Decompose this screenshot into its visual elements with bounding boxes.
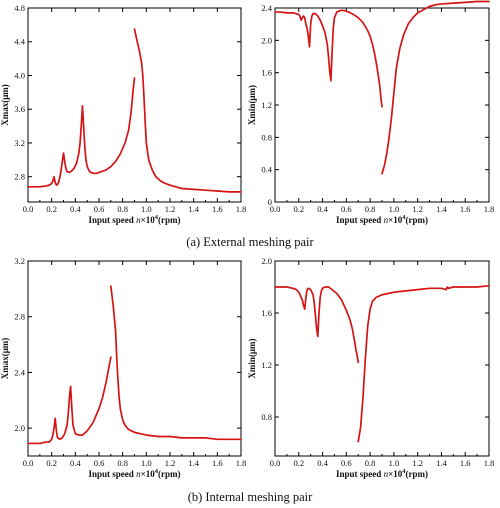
plot-frame: [27, 260, 242, 457]
x-tick-label: 0.8: [117, 458, 128, 468]
x-axis-label: Input speed n×104(rpm): [336, 214, 428, 225]
x-axis-label: Input speed n×104(rpm): [89, 214, 181, 225]
y-tick-label: 4.4: [14, 37, 25, 47]
x-tick-label: 0.4: [70, 204, 81, 214]
x-tick-label: 1.4: [188, 204, 199, 214]
x-tick-label: 0.0: [270, 458, 281, 468]
x-tick-label: 0.6: [341, 204, 352, 214]
x-tick-label: 0.6: [94, 204, 105, 214]
y-tick-label: 1.6: [261, 308, 272, 318]
x-tick-label: 1.8: [236, 458, 247, 468]
x-tick-label: 1.2: [165, 458, 176, 468]
series-line-1: [27, 77, 136, 188]
y-tick-label: 4.0: [14, 70, 25, 80]
x-tick-label: 0.4: [317, 204, 328, 214]
x-tick-label: 0.0: [23, 204, 34, 214]
series-line-2: [381, 0, 490, 175]
x-tick-label: 0.0: [270, 204, 281, 214]
y-tick-label: 2.8: [14, 312, 25, 322]
series-line-2: [133, 28, 242, 193]
series-line-1: [27, 356, 112, 445]
x-axis-label: Input speed n×104(rpm): [336, 468, 428, 479]
x-tick-label: 1.8: [484, 458, 495, 468]
x-tick-label: 0.0: [23, 458, 34, 468]
y-tick-label: 2.0: [261, 256, 272, 266]
series-line-1: [274, 9, 383, 108]
x-tick-label: 1.2: [412, 204, 423, 214]
y-tick-label: 0: [268, 197, 272, 207]
x-tick-label: 1.6: [212, 204, 223, 214]
chart-external-xmax: 0.0 0.2 0.4 0.6 0.8 1.0 1.2 1.4 1.6 1.8 2.8 3.2 3.6 4…: [0, 3, 246, 225]
x-tick-label: 0.4: [317, 458, 328, 468]
x-axis-label: Input speed n×104(rpm): [89, 468, 181, 479]
y-axis-label: Xmin(μm): [247, 85, 257, 125]
y-axis-label: Xmax(μm): [0, 338, 10, 380]
y-tick-label: 1.6: [261, 68, 272, 78]
x-tick-label: 0.4: [70, 458, 81, 468]
y-tick-label: 3.6: [14, 104, 25, 114]
x-tick-label: 1.4: [188, 458, 199, 468]
x-tick-label: 1.0: [389, 204, 400, 214]
y-tick-label: 3.2: [14, 256, 25, 266]
x-tick-label: 0.2: [46, 204, 57, 214]
y-tick-label: 0.8: [261, 412, 272, 422]
x-tick-label: 1.6: [212, 458, 223, 468]
y-tick-label: 2.8: [14, 172, 25, 182]
y-axis-label: Xmin(μm): [247, 338, 257, 378]
x-tick-label: 1.2: [165, 204, 176, 214]
y-tick-label: 2.4: [261, 3, 272, 13]
y-tick-label: 0.4: [261, 165, 272, 175]
x-tick-label: 1.2: [412, 458, 423, 468]
x-tick-label: 1.6: [460, 458, 471, 468]
y-tick-label: 4.8: [14, 3, 25, 13]
x-tick-label: 0.8: [365, 204, 376, 214]
chart-external-xmin: 0.0 0.2 0.4 0.6 0.8 1.0 1.2 1.4 1.6 1.8 0 0.4 0.8 1.2…: [247, 0, 495, 225]
x-tick-label: 1.6: [460, 204, 471, 214]
x-tick-label: 1.8: [236, 204, 247, 214]
y-tick-label: 1.2: [261, 100, 272, 110]
x-tick-label: 0.8: [365, 458, 376, 468]
y-tick-label: 2.0: [14, 423, 25, 433]
x-tick-label: 0.6: [94, 458, 105, 468]
chart-internal-xmax: 0.0 0.2 0.4 0.6 0.8 1.0 1.2 1.4 1.6 1.8 2.0 2.4 2.8 3…: [0, 256, 246, 479]
series-line-2: [357, 284, 490, 443]
x-tick-label: 1.4: [436, 458, 447, 468]
x-tick-label: 1.4: [436, 204, 447, 214]
y-axis-label: Xmax(μm): [0, 84, 10, 126]
y-tick-label: 1.2: [261, 360, 272, 370]
y-tick-label: 2.0: [261, 35, 272, 45]
x-tick-label: 0.2: [293, 204, 304, 214]
y-tick-label: 0.8: [261, 132, 272, 142]
series-line-2: [109, 285, 242, 441]
x-tick-label: 0.8: [117, 204, 128, 214]
y-tick-label: 3.2: [14, 138, 25, 148]
x-tick-label: 1.0: [141, 458, 152, 468]
x-tick-label: 0.6: [341, 458, 352, 468]
chart-internal-xmin: 0.0 0.2 0.4 0.6 0.8 1.0 1.2 1.4 1.6 1.8 0.8 1.2 1.6 2…: [247, 256, 494, 479]
caption-internal-meshing-pair: (b) Internal meshing pair: [188, 490, 313, 504]
x-tick-label: 0.2: [293, 458, 304, 468]
caption-external-meshing-pair: (a) External meshing pair: [186, 235, 314, 249]
x-tick-label: 1.0: [389, 458, 400, 468]
x-tick-label: 1.0: [141, 204, 152, 214]
x-tick-label: 1.8: [484, 204, 495, 214]
y-tick-label: 2.4: [14, 367, 25, 377]
series-line-1: [274, 286, 360, 364]
x-tick-label: 0.2: [46, 458, 57, 468]
